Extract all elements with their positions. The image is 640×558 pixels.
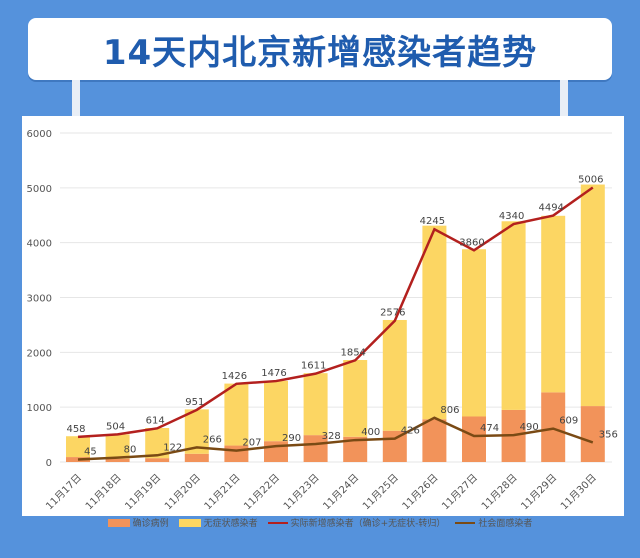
line-community: [77, 416, 594, 461]
data-label: 4494: [538, 203, 563, 214]
data-label: 290: [282, 433, 301, 444]
bar-asymptomatic: [66, 436, 90, 458]
data-label: 356: [599, 429, 618, 440]
data-label: 806: [440, 405, 459, 416]
bar-confirmed: [303, 435, 328, 462]
bar-confirmed: [541, 392, 566, 462]
x-tick-label: 11月22日: [241, 472, 282, 513]
bar-confirmed: [382, 430, 407, 462]
y-tick-label: 5000: [27, 184, 52, 195]
y-tick-label: 1000: [27, 403, 52, 414]
data-label: 1476: [261, 368, 286, 379]
data-label: 1854: [340, 347, 365, 358]
x-tick-label: 11月24日: [321, 472, 362, 513]
bar-asymptomatic: [541, 215, 566, 393]
bar-asymptomatic: [422, 225, 447, 420]
bar-confirmed: [145, 458, 170, 462]
x-tick-label: 11月18日: [83, 472, 124, 513]
x-tick-label: 11月27日: [439, 472, 480, 513]
bar-asymptomatic: [105, 434, 130, 459]
bar-confirmed: [184, 453, 209, 462]
data-label: 3860: [459, 237, 484, 248]
bar-asymptomatic: [303, 373, 328, 436]
legend: 确诊病例 无症状感染者 实际新增感染者（确诊+无症状-转归） 社会面感染者: [0, 516, 640, 529]
legend-item: 确诊病例: [107, 516, 169, 529]
y-tick-label: 0: [46, 458, 52, 469]
bar-asymptomatic: [580, 184, 605, 407]
legend-label: 无症状感染者: [203, 519, 258, 529]
bar-asymptomatic: [224, 383, 249, 446]
x-tick-label: 11月23日: [281, 472, 322, 513]
data-label: 400: [361, 427, 380, 438]
bar-confirmed: [264, 441, 288, 462]
legend-label: 实际新增感染者（确诊+无症状-转归）: [290, 519, 446, 529]
legend-label: 确诊病例: [132, 519, 169, 529]
data-label: 490: [520, 422, 539, 433]
legend-label: 社会面感染者: [478, 519, 533, 529]
page-title: 14天内北京新增感染者趋势: [102, 32, 538, 73]
legend-item: 实际新增感染者（确诊+无症状-转归）: [267, 516, 446, 529]
data-label: 504: [106, 421, 125, 432]
data-label: 1611: [301, 361, 326, 372]
bar-asymptomatic: [264, 380, 288, 442]
banner-pole: [560, 80, 568, 116]
data-label: 266: [203, 434, 222, 445]
bar-confirmed: [105, 458, 130, 462]
x-tick-label: 11月21日: [202, 472, 243, 513]
line-actual-new: [77, 186, 594, 439]
y-tick-label: 6000: [27, 129, 52, 140]
banner-pole: [72, 80, 80, 116]
bar-asymptomatic: [343, 360, 368, 437]
x-tick-label: 11月17日: [43, 472, 84, 513]
legend-swatch: [267, 521, 288, 524]
legend-item: 无症状感染者: [178, 516, 258, 529]
x-tick-label: 11月25日: [360, 472, 401, 513]
x-tick-label: 11月26日: [400, 472, 441, 513]
bar-confirmed: [462, 416, 486, 462]
legend-swatch: [107, 518, 130, 527]
data-label: 614: [146, 415, 165, 426]
data-label: 5006: [578, 175, 603, 186]
x-tick-label: 11月19日: [123, 472, 164, 513]
data-label: 4245: [420, 216, 445, 227]
x-tick-label: 11月30日: [558, 472, 599, 513]
data-label: 328: [322, 431, 341, 442]
bar-confirmed: [580, 406, 605, 462]
bar-asymptomatic: [462, 249, 486, 417]
data-label: 951: [185, 397, 204, 408]
data-label: 458: [66, 424, 85, 435]
bar-asymptomatic: [501, 221, 526, 410]
x-tick-label: 11月20日: [162, 472, 203, 513]
data-label: 1426: [222, 371, 247, 382]
legend-swatch: [455, 521, 476, 524]
legend-swatch: [178, 518, 201, 527]
data-label: 609: [559, 416, 578, 427]
bar-asymptomatic: [382, 319, 407, 431]
y-tick-label: 2000: [27, 348, 52, 359]
legend-item: 社会面感染者: [455, 516, 532, 529]
data-label: 474: [480, 423, 499, 434]
data-label: 2576: [380, 308, 405, 319]
data-label: 122: [163, 442, 182, 453]
x-tick-label: 11月28日: [479, 472, 520, 513]
data-label: 45: [84, 447, 97, 458]
data-label: 207: [242, 438, 261, 449]
data-label: 426: [401, 426, 420, 437]
data-label: 4340: [499, 211, 524, 222]
x-tick-label: 11月29日: [519, 472, 560, 513]
data-label: 80: [124, 445, 137, 456]
y-tick-label: 3000: [27, 294, 52, 305]
y-tick-label: 4000: [27, 239, 52, 250]
bar-confirmed: [422, 419, 447, 462]
title-banner: 14天内北京新增感染者趋势: [28, 18, 612, 80]
